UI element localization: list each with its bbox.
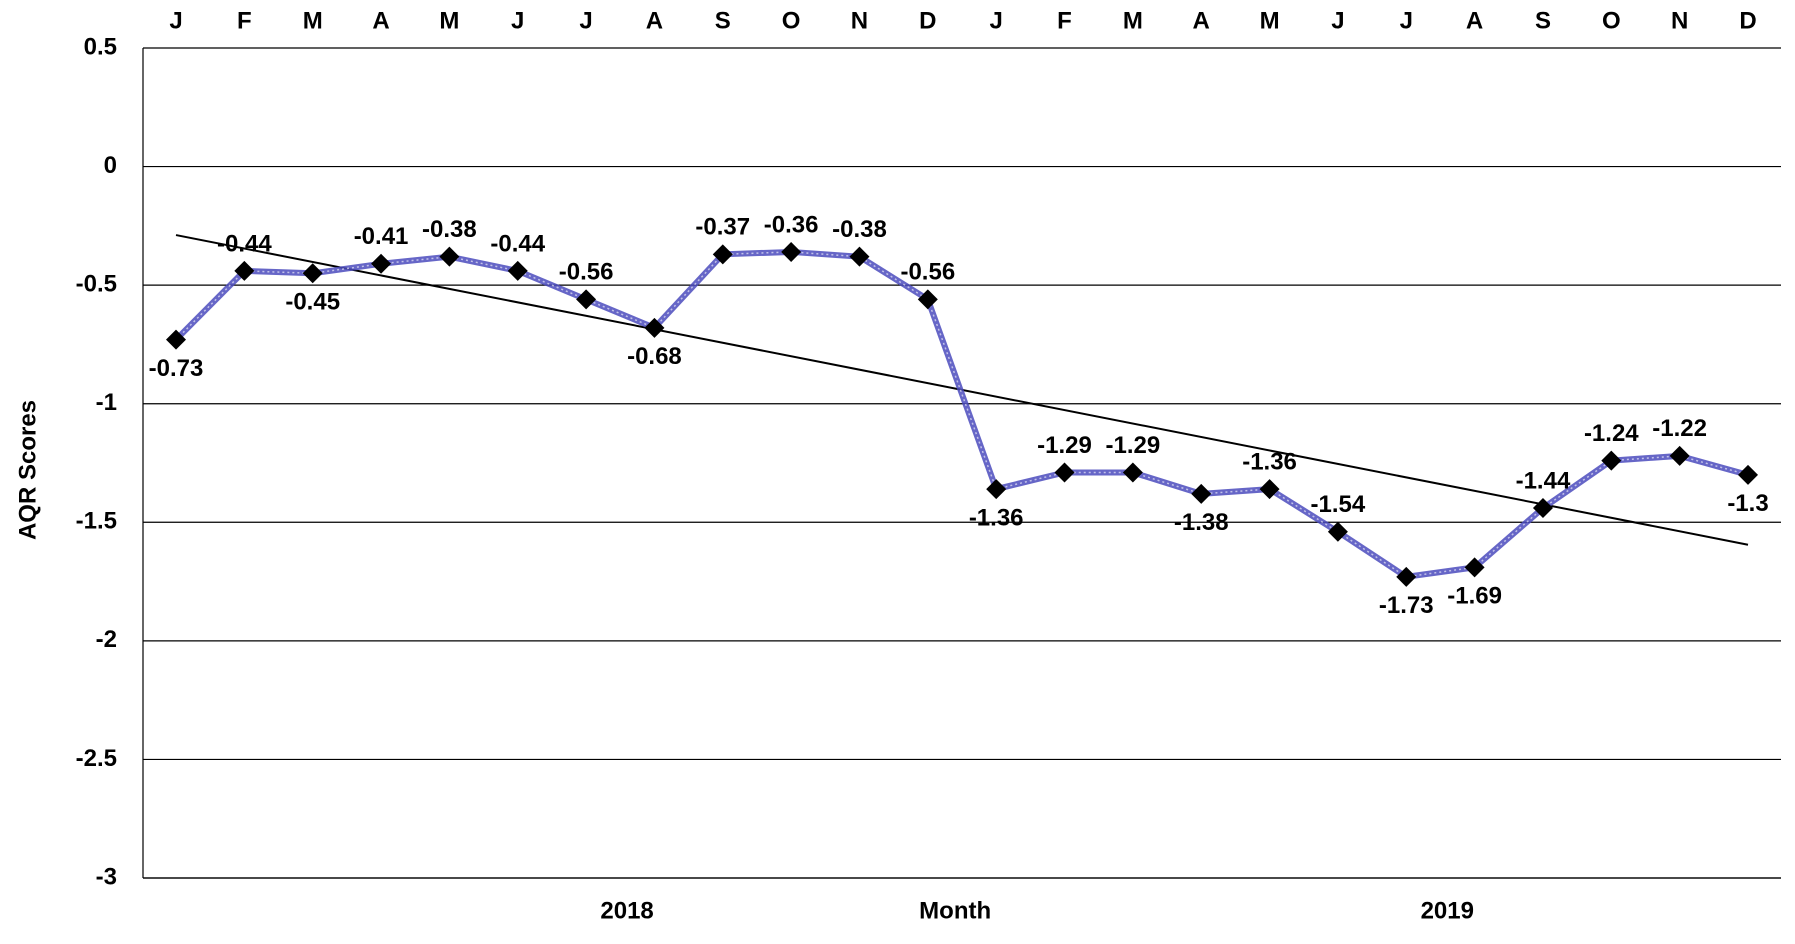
marker <box>986 479 1007 500</box>
marker <box>781 241 802 262</box>
x-tick-label: A <box>646 7 663 34</box>
y-tick-label: 0 <box>104 152 117 179</box>
x-tick-label: O <box>1602 7 1621 34</box>
data-label: -0.44 <box>490 230 545 257</box>
x-tick-label: J <box>579 7 592 34</box>
data-label: -0.45 <box>285 289 340 316</box>
marker <box>166 329 186 350</box>
x-tick-label: M <box>439 7 459 34</box>
data-line <box>173 248 1749 580</box>
data-label: -0.44 <box>217 230 272 257</box>
y-tick-label: -2.5 <box>76 745 117 772</box>
marker <box>1601 450 1622 471</box>
x-axis-label: Month <box>919 897 991 924</box>
data-label: -1.36 <box>1242 448 1297 475</box>
x-tick-label: A <box>1193 7 1210 34</box>
year-label: 2019 <box>1421 897 1474 924</box>
marker <box>1738 464 1758 485</box>
x-tick-label: A <box>1466 7 1483 34</box>
data-label: -1.29 <box>1106 432 1161 459</box>
x-tick-label: M <box>303 7 323 34</box>
marker <box>576 289 597 310</box>
marker <box>917 289 938 310</box>
data-label: -1.22 <box>1652 415 1707 442</box>
data-label: -1.73 <box>1379 592 1434 619</box>
marker <box>1327 521 1348 542</box>
x-tick-label: S <box>1535 7 1551 34</box>
x-tick-label: D <box>1739 7 1756 34</box>
year-label: 2018 <box>600 897 653 924</box>
x-tick-label: D <box>919 7 936 34</box>
marker <box>1396 566 1417 587</box>
y-tick-label: -0.5 <box>76 270 117 297</box>
x-tick-label: N <box>1671 7 1688 34</box>
data-label: -1.36 <box>969 504 1024 531</box>
data-line-texture <box>175 251 1749 578</box>
data-label: -0.56 <box>559 259 614 286</box>
marker <box>371 253 392 274</box>
marker <box>1464 557 1485 578</box>
x-tick-label: S <box>715 7 731 34</box>
x-tick-label: J <box>989 7 1002 34</box>
data-label: -0.73 <box>149 355 204 382</box>
data-label: -0.38 <box>832 216 887 243</box>
data-label: -0.41 <box>354 223 409 250</box>
y-tick-label: -3 <box>96 863 117 890</box>
data-label: -1.69 <box>1447 583 1502 610</box>
data-label: -0.36 <box>764 211 819 238</box>
x-tick-label: M <box>1260 7 1280 34</box>
marker <box>1054 462 1075 483</box>
marker <box>507 260 528 281</box>
x-tick-label: O <box>782 7 801 34</box>
marker <box>1191 483 1212 504</box>
y-tick-label: -2 <box>96 626 117 653</box>
x-tick-label: A <box>372 7 389 34</box>
marker <box>439 246 460 267</box>
data-label: -1.3 <box>1727 490 1768 517</box>
marker <box>644 317 665 338</box>
data-label: -1.29 <box>1037 432 1092 459</box>
x-tick-label: N <box>851 7 868 34</box>
x-tick-label: J <box>511 7 524 34</box>
data-label: -1.54 <box>1311 491 1366 518</box>
data-label: -0.56 <box>900 259 955 286</box>
y-axis-label: AQR Scores <box>14 400 41 540</box>
marker <box>1669 445 1690 466</box>
marker <box>234 260 255 281</box>
data-label: -0.68 <box>627 343 682 370</box>
data-label: -0.37 <box>695 214 750 241</box>
data-label: -1.24 <box>1584 420 1639 447</box>
x-tick-label: J <box>169 7 182 34</box>
x-tick-label: M <box>1123 7 1143 34</box>
marker <box>1259 479 1280 500</box>
marker <box>302 263 323 284</box>
y-tick-label: -1.5 <box>76 508 117 535</box>
x-tick-label: J <box>1400 7 1413 34</box>
y-tick-label: 0.5 <box>84 33 117 60</box>
marker <box>849 246 870 267</box>
data-label: -0.38 <box>422 216 477 243</box>
marker <box>712 244 733 265</box>
y-tick-label: -1 <box>96 389 117 416</box>
x-tick-label: F <box>237 7 252 34</box>
x-tick-label: F <box>1057 7 1072 34</box>
x-tick-label: J <box>1331 7 1344 34</box>
marker <box>1122 462 1143 483</box>
marker <box>1532 498 1553 519</box>
data-label: -1.44 <box>1516 467 1571 494</box>
data-label: -1.38 <box>1174 509 1229 536</box>
